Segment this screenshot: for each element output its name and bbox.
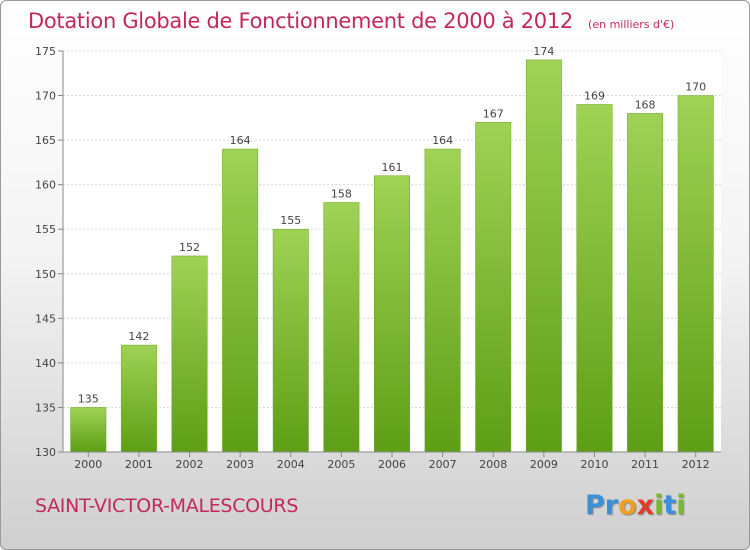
bar-2012 bbox=[677, 95, 714, 453]
x-tick-label-2000: 2000 bbox=[74, 458, 102, 471]
data-label-2006: 161 bbox=[382, 161, 403, 174]
bar-2011 bbox=[627, 113, 664, 453]
y-tick-label: 170 bbox=[35, 90, 56, 103]
bar-2001 bbox=[120, 344, 157, 453]
logo-letter-4: i bbox=[654, 490, 664, 521]
y-tick-label: 175 bbox=[35, 45, 56, 58]
logo-letter-3: x bbox=[636, 490, 655, 521]
data-labels: 135 142 152 164 155 158 161 164 167 174 169 168 170 bbox=[78, 45, 706, 406]
y-tick-label: 130 bbox=[35, 446, 56, 459]
data-label-2007: 164 bbox=[432, 134, 453, 147]
x-tick-label-2011: 2011 bbox=[631, 458, 659, 471]
x-tick-label-2010: 2010 bbox=[580, 458, 608, 471]
bar-2009 bbox=[525, 59, 562, 453]
logo-letter-2: o bbox=[618, 490, 637, 521]
title-row: Dotation Globale de Fonctionnement de 20… bbox=[28, 9, 674, 33]
bar-2002 bbox=[171, 255, 208, 453]
bar-2000 bbox=[70, 407, 107, 453]
y-tick-label: 150 bbox=[35, 268, 56, 281]
x-tick-label-2003: 2003 bbox=[226, 458, 254, 471]
x-tick-label-2005: 2005 bbox=[327, 458, 355, 471]
y-axis-ticks: 130 135 140 145 150 155 160 165 170 175 bbox=[35, 45, 63, 459]
y-tick-label: 165 bbox=[35, 134, 56, 147]
x-tick-label-2002: 2002 bbox=[176, 458, 204, 471]
logo-letter-6: i bbox=[676, 490, 686, 521]
y-tick-label: 140 bbox=[35, 357, 56, 370]
data-label-2004: 155 bbox=[280, 214, 301, 227]
x-tick-label-2007: 2007 bbox=[429, 458, 457, 471]
bar-2005 bbox=[323, 202, 360, 453]
bar-2004 bbox=[272, 228, 309, 453]
commune-name: SAINT-VICTOR-MALESCOURS bbox=[35, 495, 299, 517]
logo-letter-5: t bbox=[663, 490, 677, 521]
data-label-2008: 167 bbox=[483, 107, 504, 120]
proxiti-logo: Proxiti bbox=[585, 490, 686, 521]
data-label-2009: 174 bbox=[533, 45, 554, 58]
bar-2003 bbox=[222, 148, 259, 453]
x-tick-label-2001: 2001 bbox=[125, 458, 153, 471]
x-tick-label-2008: 2008 bbox=[479, 458, 507, 471]
data-label-2002: 152 bbox=[179, 241, 200, 254]
chart-title: Dotation Globale de Fonctionnement de 20… bbox=[28, 9, 573, 33]
data-label-2010: 169 bbox=[584, 89, 605, 102]
bar-2010 bbox=[576, 104, 613, 453]
bar-2008 bbox=[475, 122, 512, 453]
logo-letter-0: P bbox=[585, 490, 605, 521]
y-tick-label: 135 bbox=[35, 401, 56, 414]
logo-letter-1: r bbox=[604, 490, 619, 521]
y-tick-label: 160 bbox=[35, 179, 56, 192]
bar-2007 bbox=[424, 148, 461, 453]
x-axis-ticks: 2000 2001 2002 2003 2004 2005 2006 2007 2008 2009… bbox=[74, 452, 710, 471]
chart-subtitle: (en milliers d'€) bbox=[588, 18, 675, 31]
data-label-2011: 168 bbox=[635, 98, 656, 111]
data-label-2003: 164 bbox=[230, 134, 251, 147]
data-label-2012: 170 bbox=[685, 81, 706, 94]
x-tick-label-2006: 2006 bbox=[378, 458, 406, 471]
bars bbox=[70, 59, 714, 453]
x-tick-label-2009: 2009 bbox=[530, 458, 558, 471]
x-tick-label-2004: 2004 bbox=[277, 458, 305, 471]
data-label-2000: 135 bbox=[78, 392, 99, 405]
data-label-2001: 142 bbox=[128, 330, 149, 343]
y-tick-label: 145 bbox=[35, 312, 56, 325]
x-tick-label-2012: 2012 bbox=[682, 458, 710, 471]
bar-2006 bbox=[374, 175, 410, 453]
y-tick-label: 155 bbox=[35, 223, 56, 236]
data-label-2005: 158 bbox=[331, 187, 352, 200]
